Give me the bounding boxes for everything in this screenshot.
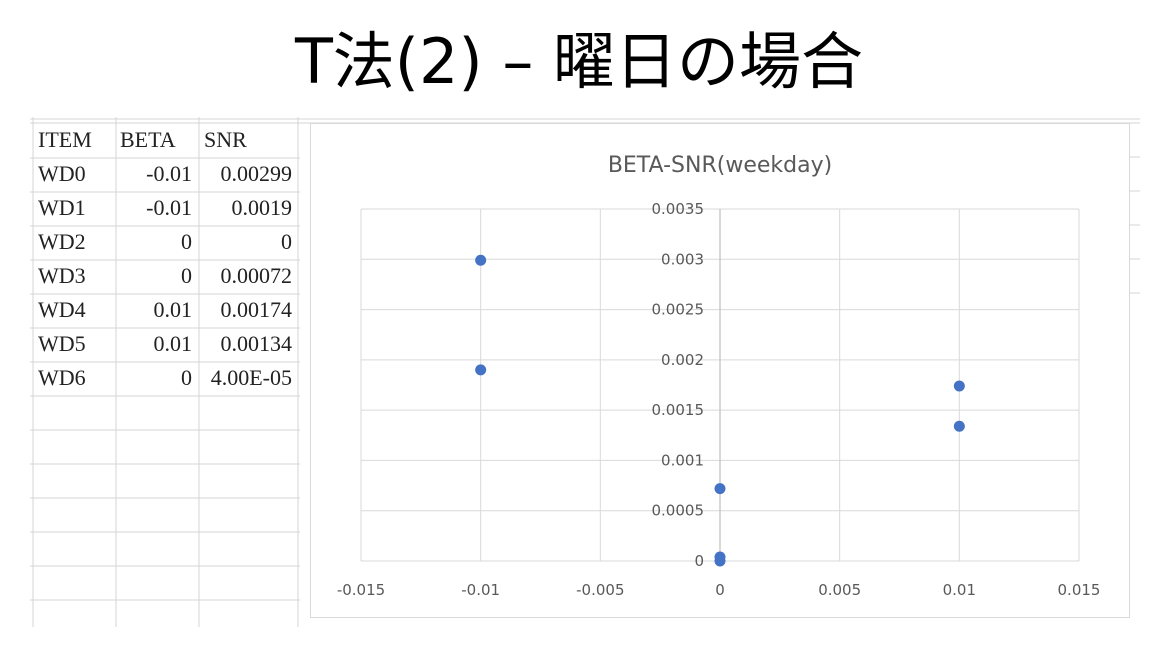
slide-title: T法(2) – 曜日の場合: [294, 25, 864, 98]
data-point: [714, 483, 726, 495]
cell-beta: -0.01: [146, 195, 192, 220]
cell-item: WD3: [38, 263, 86, 288]
cell-beta: 0.01: [153, 331, 193, 356]
y-tick-label: 0.0005: [652, 502, 705, 520]
cell-beta: 0: [181, 229, 192, 254]
y-tick-label: 0.0025: [652, 301, 705, 319]
cell-item: WD6: [38, 365, 86, 390]
cell-beta: -0.01: [146, 161, 192, 186]
y-tick-label: 0.003: [661, 250, 704, 268]
header-beta: BETA: [120, 127, 176, 152]
data-point: [953, 380, 965, 392]
cell-beta: 0: [181, 263, 192, 288]
y-tick-label: 0.0035: [652, 200, 705, 218]
x-tick-label: -0.01: [461, 581, 500, 599]
chart-title: BETA-SNR(weekday): [608, 153, 832, 178]
cell-snr: 0: [281, 229, 292, 254]
x-tick-label: 0.01: [943, 581, 976, 599]
data-point: [475, 254, 487, 266]
cell-item: WD2: [38, 229, 86, 254]
cell-item: WD0: [38, 161, 86, 186]
data-point: [714, 551, 726, 563]
cell-snr: 0.0019: [231, 195, 293, 220]
y-tick-label: 0.0015: [652, 401, 705, 419]
x-tick-label: 0.005: [818, 581, 861, 599]
cell-snr: 0.00299: [220, 161, 293, 186]
data-point: [475, 364, 487, 376]
y-tick-label: 0.001: [661, 451, 704, 469]
y-tick-label: 0: [694, 552, 704, 570]
scatter-chart[interactable]: BETA-SNR(weekday) -0.015 -0.01 -0.005 0 0.005…: [310, 123, 1130, 618]
cell-item: WD5: [38, 331, 86, 356]
x-tick-label: -0.005: [576, 581, 624, 599]
cell-snr: 0.00174: [220, 297, 293, 322]
sheet-gridlines: [30, 117, 1140, 627]
cell-snr: 0.00134: [220, 331, 293, 356]
spreadsheet: ITEM BETA SNR WD0 -0.01 0.00299 WD1 -0.0…: [30, 117, 1140, 627]
x-tick-label: 0.015: [1058, 581, 1101, 599]
header-item: ITEM: [38, 127, 92, 152]
header-snr: SNR: [204, 127, 247, 152]
x-tick-label: 0: [715, 581, 725, 599]
y-tick-label: 0.002: [661, 351, 704, 369]
data-point: [953, 420, 965, 432]
cell-item: WD1: [38, 195, 86, 220]
cell-snr: 4.00E-05: [210, 365, 292, 390]
cell-beta: 0: [181, 365, 192, 390]
cell-beta: 0.01: [153, 297, 193, 322]
cell-snr: 0.00072: [220, 263, 293, 288]
cell-item: WD4: [38, 297, 86, 322]
x-tick-label: -0.015: [337, 581, 385, 599]
chart-canvas: BETA-SNR(weekday) -0.015 -0.01 -0.005 0 0.005…: [337, 153, 1101, 599]
